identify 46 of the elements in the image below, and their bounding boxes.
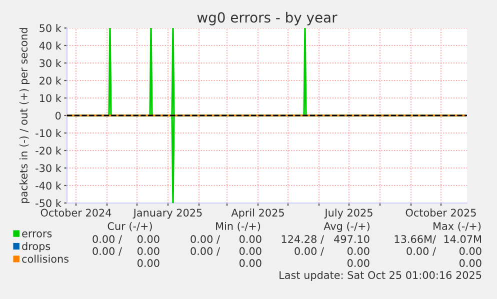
y-tick-label: 0 [56, 112, 61, 120]
legend-label: drops [22, 242, 50, 252]
y-tick-label: -30 k [36, 164, 62, 172]
text: Avg (-/+) [324, 222, 370, 232]
legend-label: collisions [22, 254, 69, 263]
y-axis-title: packets in (-) / out (+) per second [19, 28, 30, 203]
text: 0.00 / [92, 247, 122, 256]
y-tick-label: 40 k [39, 42, 62, 50]
text: 0.00 [239, 235, 262, 244]
text: 497.10 [334, 235, 370, 244]
text: 14.07M [444, 235, 481, 244]
text: 0.00 [239, 247, 262, 256]
text: 0.00 / [294, 247, 324, 256]
text: 0.00 [239, 259, 262, 268]
x-tick-label: January 2025 [132, 208, 202, 219]
chart-title: wg0 errors - by year [197, 12, 338, 26]
x-tick-label: July 2025 [324, 208, 372, 219]
y-tick-label: 20 k [40, 76, 62, 85]
text: Min (-/+) [216, 222, 260, 232]
text: Cur (-/+) [108, 222, 152, 232]
x-tick-label: October 2024 [40, 208, 112, 217]
text: 124.28 / [282, 235, 324, 244]
text: 0.00 / [92, 235, 122, 244]
y-tick-label: 10 k [40, 94, 62, 102]
text: 0.00 / [190, 235, 220, 244]
text: 0.00 / [190, 247, 220, 256]
text: 0.00 [347, 247, 370, 256]
text: Last update: Sat Oct 25 01:00:16 2025 [280, 270, 482, 282]
text: 13.66M/ [394, 235, 436, 244]
text: 0.00 [459, 247, 482, 256]
y-tick-label: -20 k [36, 146, 62, 155]
text: Max (-/+) [434, 222, 481, 232]
y-tick-label: 50 k [40, 24, 62, 32]
x-tick-label: April 2025 [231, 208, 284, 219]
text: 0.00 [137, 235, 160, 244]
legend-label: errors [22, 231, 52, 238]
text: 0.00 [459, 259, 482, 268]
y-tick-label: -10 k [36, 129, 62, 138]
text: 0.00 [137, 259, 160, 268]
y-tick-label: -40 k [36, 182, 62, 190]
y-tick-label: -50 k [36, 199, 62, 208]
text: 0.00 [137, 247, 160, 256]
x-tick-label: October 2025 [406, 208, 476, 217]
y-tick-label: 30 k [40, 59, 62, 68]
text: 0.00 [347, 259, 370, 268]
text: 0.00 / [406, 247, 436, 256]
